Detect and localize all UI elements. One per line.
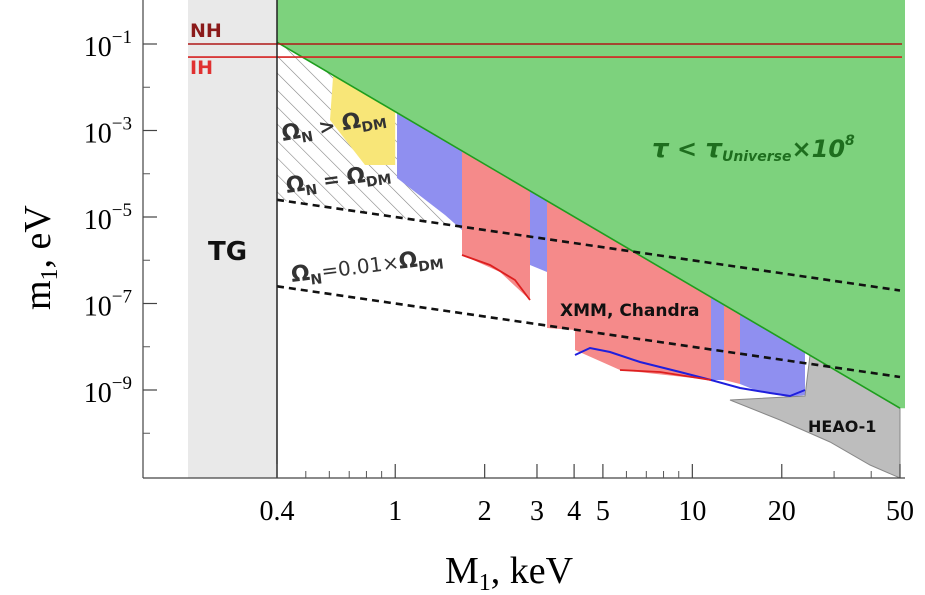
- blue-constraint-region: [530, 190, 547, 272]
- svg-text:τ < τUniverse×108: τ < τUniverse×108: [652, 133, 855, 165]
- svg-text:ΩN = ΩDM: ΩN = ΩDM: [284, 160, 392, 202]
- blue-constraint-edge: [574, 346, 806, 398]
- overproduction-sub-n: N: [300, 129, 314, 147]
- ih-label: IH: [190, 57, 213, 79]
- heao-label: HEAO-1: [808, 417, 876, 436]
- lifetime-label-tau2: τ: [705, 134, 723, 164]
- red-constraint-region: [462, 150, 530, 300]
- omega-001-dm-line: [276, 285, 901, 379]
- overproduction-omega: Ω: [280, 119, 303, 147]
- dm-line-2-mid: =0.01×: [320, 250, 400, 283]
- xmm-label: XMM, Chandra: [560, 301, 700, 321]
- heao-constraint-region: [729, 354, 901, 478]
- y-tick-label: 10−7: [84, 287, 132, 323]
- dm-line-2-omega: Ω: [290, 261, 312, 288]
- axes: 0.4 1 2 3 4 5 10 20 50 10−110−310−510−710−9: [84, 0, 914, 527]
- dm-line-2-label: ΩN=0.01×ΩDM: [290, 245, 445, 291]
- y-tick-label-mantissa: 10: [84, 205, 112, 236]
- x-tick-label: 50: [886, 496, 914, 527]
- y-ticks: 10−110−310−510−710−9: [84, 27, 157, 434]
- dm-line-1-sub-n: N: [305, 182, 319, 199]
- dm-line-2-sub-dm: DM: [417, 256, 444, 275]
- overproduction-label: ΩN > ΩDM: [280, 104, 389, 150]
- lifetime-boundary-line: [276, 41, 901, 409]
- x-tick-label: 2: [478, 496, 492, 527]
- dm-line-2-omega2: Ω: [397, 248, 419, 275]
- dm-line-1-label: ΩN = ΩDM: [284, 160, 392, 202]
- x-axis-title-unit: , keV: [491, 550, 574, 592]
- blue-constraint-region: [740, 314, 805, 397]
- dm-line-2-sub-n: N: [310, 271, 324, 288]
- y-tick-label-exponent: −5: [112, 200, 132, 221]
- svg-text:ΩN > ΩDM: ΩN > ΩDM: [280, 104, 389, 150]
- y-tick-label-exponent: −3: [112, 114, 132, 135]
- yellow-constraint-region: [330, 70, 396, 165]
- x-tick-label: 1: [388, 496, 402, 527]
- x-tick-label: 5: [596, 496, 610, 527]
- overproduction-omega2: Ω: [340, 108, 363, 136]
- blue-constraint-region: [711, 297, 724, 380]
- x-axis-title: M1, keV: [445, 550, 574, 595]
- omega-equal-dm-line: [276, 198, 901, 292]
- lifetime-label-tau: τ: [652, 134, 670, 164]
- overproduction-sub-dm: DM: [360, 116, 388, 136]
- svg-text:ΩN=0.01×ΩDM: ΩN=0.01×ΩDM: [290, 245, 445, 291]
- y-tick-label-exponent: −1: [112, 27, 132, 48]
- x-tick-label: 3: [530, 496, 544, 527]
- x-axis-title-main: M: [445, 550, 479, 592]
- y-tick-label: 10−3: [84, 114, 132, 150]
- x-ticks: 0.4 1 2 3 4 5 10 20 50: [260, 464, 914, 527]
- y-tick-label-mantissa: 10: [84, 378, 112, 409]
- lifetime-label-lt: <: [669, 135, 706, 163]
- lifetime-label: τ < τUniverse×108: [652, 133, 855, 165]
- red-constraint-region: [724, 304, 740, 384]
- y-axis-title-main: m: [17, 280, 59, 310]
- y-tick-label-exponent: −9: [112, 373, 132, 394]
- dm-line-1-omega: Ω: [284, 172, 306, 199]
- nh-label: NH: [190, 20, 222, 42]
- y-tick-label: 10−5: [84, 200, 132, 236]
- y-tick-label-mantissa: 10: [84, 119, 112, 150]
- lifetime-label-exp: 8: [845, 133, 855, 149]
- x-tick-label: 20: [768, 496, 796, 527]
- lifetime-label-sub: Universe: [722, 149, 792, 165]
- lifetime-excluded-region: [277, 0, 905, 409]
- y-axis-title-unit: , eV: [17, 205, 59, 269]
- y-tick-label: 10−9: [84, 373, 132, 409]
- x-tick-label: 0.4: [260, 496, 295, 527]
- y-tick-label: 10−1: [84, 27, 132, 63]
- y-tick-label-mantissa: 10: [84, 292, 112, 323]
- x-tick-label: 10: [678, 496, 706, 527]
- y-tick-label-exponent: −7: [112, 287, 132, 308]
- dm-line-1-omega2: Ω: [345, 163, 367, 190]
- y-axis-title-sub: 1: [37, 268, 63, 280]
- tg-label: TG: [208, 237, 247, 267]
- dm-line-1-sub-dm: DM: [365, 171, 393, 190]
- y-axis-title: m1, eV: [17, 205, 63, 310]
- y-tick-label-mantissa: 10: [84, 32, 112, 63]
- tg-region: [188, 0, 277, 478]
- lifetime-label-times: ×10: [792, 135, 846, 163]
- dm-line-1-mid: =: [314, 166, 348, 194]
- x-tick-label: 4: [567, 496, 581, 527]
- overproduction-rel: >: [310, 112, 344, 141]
- red-constraint-edge: [461, 254, 531, 301]
- x-axis-title-sub: 1: [479, 570, 491, 595]
- red-constraint-edge: [619, 369, 712, 381]
